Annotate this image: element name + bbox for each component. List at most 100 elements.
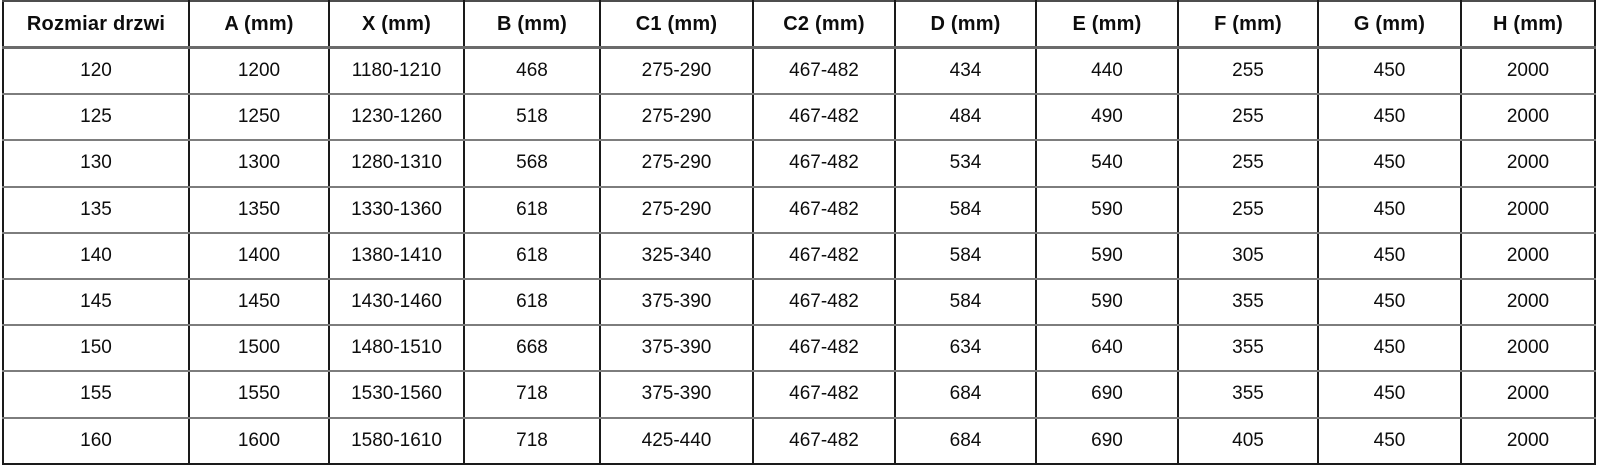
cell-c2: 467-482 (752, 47, 896, 96)
cell-f: 255 (1177, 94, 1319, 142)
cell-a: 1250 (188, 94, 330, 142)
cell-a: 1600 (188, 417, 330, 464)
cell-f: 405 (1177, 417, 1319, 464)
column-header-g: G (mm) (1317, 1, 1462, 49)
cell-c2: 467-482 (752, 325, 896, 373)
cell-g: 450 (1317, 325, 1462, 373)
cell-d: 434 (894, 47, 1037, 96)
cell-h: 2000 (1460, 186, 1595, 234)
cell-c1: 275-290 (599, 94, 754, 142)
table-header-row: Rozmiar drzwi A (mm) X (mm) B (mm) C1 (mm) C2… (3, 1, 1595, 49)
cell-size: 130 (3, 140, 190, 188)
cell-f: 255 (1177, 47, 1319, 96)
column-header-c1: C1 (mm) (599, 1, 754, 49)
column-header-a: A (mm) (188, 1, 330, 49)
cell-d: 584 (894, 186, 1037, 234)
cell-h: 2000 (1460, 232, 1595, 280)
column-header-c2: C2 (mm) (752, 1, 896, 49)
cell-a: 1300 (188, 140, 330, 188)
cell-size: 125 (3, 94, 190, 142)
cell-b: 468 (463, 47, 601, 96)
cell-size: 145 (3, 278, 190, 327)
cell-e: 690 (1035, 371, 1179, 419)
cell-c2: 467-482 (752, 417, 896, 464)
table-body: 120 1200 1180-1210 468 275-290 467-482 434 440 2… (3, 47, 1595, 464)
table-row: 150 1500 1480-1510 668 375-390 467-482 634 640 3… (3, 325, 1595, 373)
cell-f: 305 (1177, 232, 1319, 280)
cell-g: 450 (1317, 140, 1462, 188)
cell-g: 450 (1317, 371, 1462, 419)
column-header-h: H (mm) (1460, 1, 1595, 49)
cell-c1: 275-290 (599, 140, 754, 188)
cell-a: 1500 (188, 325, 330, 373)
cell-f: 355 (1177, 325, 1319, 373)
column-header-b: B (mm) (463, 1, 601, 49)
cell-size: 150 (3, 325, 190, 373)
column-header-size: Rozmiar drzwi (3, 1, 190, 49)
cell-x: 1230-1260 (328, 94, 465, 142)
cell-size: 140 (3, 232, 190, 280)
cell-e: 490 (1035, 94, 1179, 142)
table-row: 135 1350 1330-1360 618 275-290 467-482 584 590 2… (3, 186, 1595, 234)
cell-e: 440 (1035, 47, 1179, 96)
cell-h: 2000 (1460, 278, 1595, 327)
cell-x: 1480-1510 (328, 325, 465, 373)
table-row: 160 1600 1580-1610 718 425-440 467-482 684 690 4… (3, 417, 1595, 464)
cell-h: 2000 (1460, 94, 1595, 142)
cell-f: 355 (1177, 371, 1319, 419)
table-row: 140 1400 1380-1410 618 325-340 467-482 584 590 3… (3, 232, 1595, 280)
cell-c2: 467-482 (752, 186, 896, 234)
column-header-d: D (mm) (894, 1, 1037, 49)
table-row: 130 1300 1280-1310 568 275-290 467-482 534 540 2… (3, 140, 1595, 188)
cell-f: 255 (1177, 140, 1319, 188)
cell-g: 450 (1317, 94, 1462, 142)
cell-c2: 467-482 (752, 140, 896, 188)
cell-x: 1280-1310 (328, 140, 465, 188)
cell-g: 450 (1317, 47, 1462, 96)
cell-c1: 275-290 (599, 186, 754, 234)
cell-b: 618 (463, 278, 601, 327)
cell-b: 718 (463, 417, 601, 464)
column-header-f: F (mm) (1177, 1, 1319, 49)
cell-b: 518 (463, 94, 601, 142)
cell-x: 1380-1410 (328, 232, 465, 280)
cell-h: 2000 (1460, 417, 1595, 464)
cell-c2: 467-482 (752, 278, 896, 327)
table-row: 125 1250 1230-1260 518 275-290 467-482 484 490 2… (3, 94, 1595, 142)
cell-x: 1580-1610 (328, 417, 465, 464)
cell-e: 590 (1035, 232, 1179, 280)
cell-a: 1450 (188, 278, 330, 327)
column-header-x: X (mm) (328, 1, 465, 49)
cell-c1: 375-390 (599, 278, 754, 327)
cell-b: 718 (463, 371, 601, 419)
table-row: 120 1200 1180-1210 468 275-290 467-482 434 440 2… (3, 47, 1595, 96)
cell-b: 568 (463, 140, 601, 188)
cell-size: 155 (3, 371, 190, 419)
cell-e: 540 (1035, 140, 1179, 188)
table-row: 145 1450 1430-1460 618 375-390 467-482 584 590 3… (3, 278, 1595, 327)
cell-h: 2000 (1460, 371, 1595, 419)
cell-c2: 467-482 (752, 232, 896, 280)
cell-c1: 375-390 (599, 325, 754, 373)
cell-x: 1430-1460 (328, 278, 465, 327)
cell-g: 450 (1317, 278, 1462, 327)
cell-e: 590 (1035, 186, 1179, 234)
cell-a: 1550 (188, 371, 330, 419)
cell-e: 590 (1035, 278, 1179, 327)
cell-size: 120 (3, 47, 190, 96)
cell-x: 1330-1360 (328, 186, 465, 234)
cell-h: 2000 (1460, 140, 1595, 188)
cell-a: 1350 (188, 186, 330, 234)
cell-b: 618 (463, 186, 601, 234)
column-header-e: E (mm) (1035, 1, 1179, 49)
cell-size: 135 (3, 186, 190, 234)
cell-d: 484 (894, 94, 1037, 142)
cell-c2: 467-482 (752, 371, 896, 419)
cell-a: 1400 (188, 232, 330, 280)
cell-c1: 325-340 (599, 232, 754, 280)
cell-h: 2000 (1460, 325, 1595, 373)
cell-g: 450 (1317, 232, 1462, 280)
cell-b: 668 (463, 325, 601, 373)
cell-e: 640 (1035, 325, 1179, 373)
